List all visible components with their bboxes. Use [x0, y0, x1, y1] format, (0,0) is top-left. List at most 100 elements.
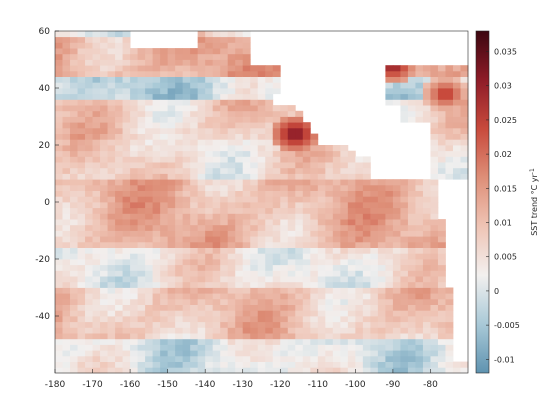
heatmap-cell [190, 59, 199, 66]
heatmap-cell [92, 179, 101, 186]
heatmap-cell [212, 179, 221, 186]
heatmap-cell [302, 316, 311, 323]
heatmap-cell [205, 230, 214, 237]
heatmap-cell [452, 361, 461, 368]
heatmap-cell [145, 350, 154, 357]
heatmap-cell [445, 139, 454, 146]
heatmap-cell [190, 116, 199, 123]
heatmap-cell [205, 196, 214, 203]
heatmap-cell [122, 162, 131, 169]
heatmap-cell [265, 139, 274, 146]
heatmap-cell [235, 270, 244, 277]
heatmap-cell [422, 219, 431, 226]
heatmap-cell [407, 241, 416, 248]
heatmap-cell [257, 82, 266, 89]
heatmap-cell [235, 122, 244, 129]
heatmap-cell [227, 173, 236, 180]
heatmap-cell [257, 247, 266, 254]
heatmap-cell [310, 367, 319, 374]
heatmap-cell [92, 196, 101, 203]
heatmap-cell [250, 259, 259, 266]
heatmap-cell [317, 156, 326, 163]
heatmap-cell [272, 133, 281, 140]
heatmap-cell [212, 293, 221, 300]
heatmap-cell [265, 213, 274, 220]
heatmap-cell [437, 145, 446, 152]
heatmap-cell [145, 196, 154, 203]
heatmap-cell [265, 276, 274, 283]
heatmap-cell [257, 156, 266, 163]
heatmap-cell [377, 293, 386, 300]
heatmap-cell [130, 327, 138, 334]
heatmap-cell [445, 133, 454, 140]
heatmap-cell [265, 88, 274, 95]
heatmap-cell [115, 276, 123, 283]
heatmap-cell [355, 173, 364, 180]
heatmap-cell [62, 88, 71, 95]
heatmap-cell [130, 76, 138, 83]
heatmap-cell [235, 304, 244, 311]
heatmap-cell [460, 167, 469, 174]
heatmap-cell [220, 127, 229, 134]
heatmap-cell [422, 99, 431, 106]
heatmap-cell [265, 190, 274, 197]
heatmap-cell [370, 230, 379, 237]
heatmap-cell [347, 202, 356, 209]
heatmap-cell [107, 145, 116, 152]
heatmap-cell [310, 293, 319, 300]
heatmap-cell [85, 190, 93, 197]
heatmap-cell [422, 264, 431, 271]
heatmap-cell [460, 105, 469, 112]
heatmap-cell [340, 355, 349, 362]
heatmap-cell [122, 82, 131, 89]
heatmap-cell [137, 145, 146, 152]
heatmap-cell [310, 219, 319, 226]
heatmap-cell [85, 264, 93, 271]
heatmap-cell [152, 65, 161, 72]
heatmap-cell [115, 241, 123, 248]
heatmap-cell [160, 190, 169, 197]
heatmap-cell [212, 241, 221, 248]
heatmap-cell [167, 116, 176, 123]
heatmap-cell [115, 42, 123, 49]
heatmap-cell [62, 241, 71, 248]
heatmap-cell [212, 48, 221, 55]
heatmap-cell [347, 304, 356, 311]
heatmap-cell [242, 110, 251, 117]
heatmap-cell [445, 287, 454, 294]
heatmap-cell [227, 241, 236, 248]
heatmap-cell [130, 333, 138, 340]
heatmap-cell [227, 42, 236, 49]
heatmap-cell [257, 99, 266, 106]
heatmap-cell [55, 53, 63, 60]
heatmap-cell [190, 70, 199, 77]
heatmap-cell [70, 70, 78, 77]
heatmap-cell [197, 70, 206, 77]
heatmap-cell [145, 184, 154, 191]
heatmap-cell [325, 236, 334, 243]
heatmap-cell [85, 156, 93, 163]
heatmap-cell [107, 196, 116, 203]
heatmap-cell [430, 298, 439, 305]
heatmap-cell [100, 316, 108, 323]
heatmap-cell [137, 190, 146, 197]
heatmap-cell [70, 116, 78, 123]
heatmap-cell [265, 230, 274, 237]
heatmap-cell [340, 361, 349, 368]
heatmap-cell [437, 281, 446, 288]
heatmap-cell [227, 321, 236, 328]
heatmap-cell [167, 276, 176, 283]
colorbar-tick-label: 0.005 [494, 253, 517, 262]
heatmap-cell [422, 327, 431, 334]
heatmap-cell [422, 355, 431, 362]
heatmap-cell [70, 133, 78, 140]
heatmap-cell [92, 116, 101, 123]
heatmap-cell [70, 281, 78, 288]
heatmap-cell [347, 293, 356, 300]
heatmap-cell [227, 48, 236, 55]
heatmap-cell [385, 190, 394, 197]
heatmap-cell [92, 150, 101, 157]
heatmap-cell [227, 145, 236, 152]
heatmap-cell [400, 350, 409, 357]
heatmap-cell [377, 287, 386, 294]
